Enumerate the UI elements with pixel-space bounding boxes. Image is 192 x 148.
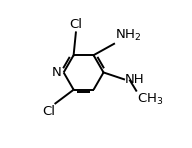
Text: Cl: Cl [69, 18, 82, 31]
Text: Cl: Cl [42, 104, 55, 118]
Text: NH$_2$: NH$_2$ [115, 28, 141, 43]
Text: CH$_3$: CH$_3$ [137, 92, 163, 107]
Text: N: N [52, 66, 62, 79]
Text: NH: NH [125, 73, 144, 86]
